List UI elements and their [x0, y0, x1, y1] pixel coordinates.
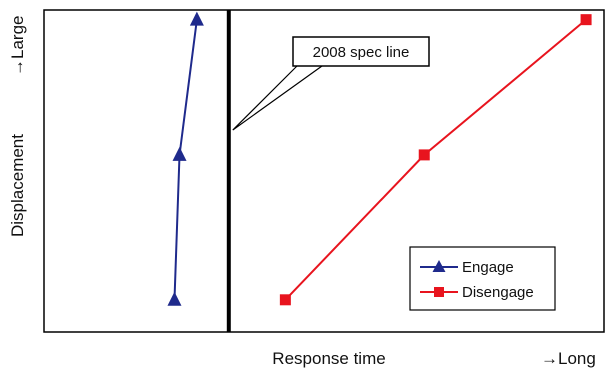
callout-leader: [232, 65, 323, 131]
legend-disengage-label: Disengage: [462, 284, 534, 301]
disengage-point-1: [279, 294, 291, 306]
legend-engage-label: Engage: [462, 259, 514, 276]
x-axis-arrow-label: →Long: [541, 349, 596, 368]
legend-disengage-marker: [434, 287, 444, 297]
y-axis-label: Displacement: [8, 134, 27, 237]
engage-point-1: [167, 291, 182, 306]
legend-engage-marker: [432, 260, 446, 272]
legend: Engage Disengage: [409, 246, 556, 311]
series-layer: [167, 11, 592, 306]
y-axis-arrow-label: →Large: [8, 16, 27, 76]
disengage-point-2: [418, 149, 430, 161]
callout-box: [292, 36, 430, 67]
engage-point-3: [189, 11, 204, 26]
engage-point-2: [172, 146, 187, 161]
spec-line-annotation: 2008 spec line: [232, 36, 430, 131]
x-axis-label: Response time: [272, 349, 385, 368]
spec-line-label: 2008 spec line: [313, 44, 410, 61]
disengage-point-3: [580, 14, 592, 26]
legend-box: [409, 246, 556, 311]
